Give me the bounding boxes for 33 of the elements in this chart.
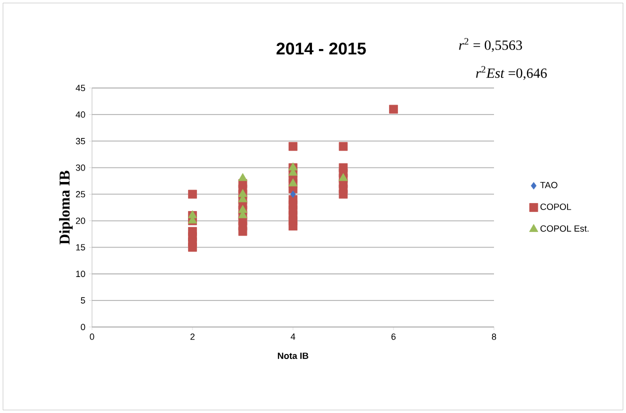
legend-label: COPOL Est. (540, 225, 589, 232)
x-tick-label: 8 (492, 334, 496, 340)
y-tick-label: 25 (76, 191, 86, 198)
y-tick-label: 20 (76, 218, 86, 224)
legend-label: TAO (540, 182, 558, 188)
point (238, 227, 248, 236)
text: r$^{2}$ = 0,5563 (459, 38, 522, 52)
chart-title: 2014 - 2015 (276, 42, 366, 55)
y-tick-label: 35 (76, 138, 86, 144)
x-tick-label: 4 (290, 334, 296, 340)
point (290, 190, 296, 198)
x-tick-label: 2 (190, 334, 195, 340)
point (238, 173, 248, 181)
y-tick-label: 0 (80, 324, 86, 330)
point (338, 190, 348, 199)
point (188, 242, 197, 252)
y-tick-label: 45 (76, 84, 86, 92)
y-tick-label: 30 (76, 164, 86, 171)
y-tick-label: 15 (76, 244, 86, 250)
x-axis-title: Nota IB (278, 352, 308, 359)
point (338, 142, 348, 151)
x-tick-label: 6 (391, 334, 396, 340)
point (288, 142, 298, 151)
y-tick-label: 40 (76, 111, 86, 118)
y-tick-label: 5 (80, 297, 86, 304)
point (389, 104, 398, 114)
point (288, 222, 298, 230)
legend-label: COPOL (540, 204, 572, 210)
y-tick-label: 10 (76, 270, 86, 278)
text: r$^{2}$Est =0,646 (476, 66, 547, 80)
point (188, 190, 197, 199)
y-axis-title: Diploma IB (59, 170, 73, 244)
x-tick-label: 0 (90, 334, 94, 340)
